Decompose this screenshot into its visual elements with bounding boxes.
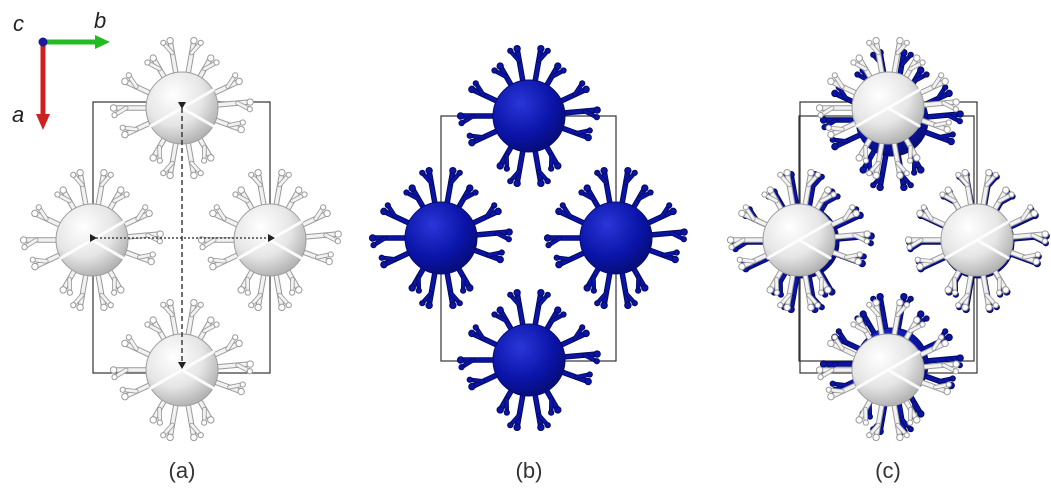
crystal-axes-indicator: c b a xyxy=(12,8,110,130)
panel-a: (a) xyxy=(19,36,342,483)
molecule-b-right xyxy=(543,166,688,310)
molecule-a-left xyxy=(19,168,164,312)
molecule-a-bottom xyxy=(109,298,254,442)
molecule-b-left xyxy=(368,166,513,310)
panel-caption-c: (c) xyxy=(875,458,901,483)
b-axis-label: b xyxy=(94,8,106,33)
b-axis-arrowhead xyxy=(95,35,110,49)
molecule-a-right xyxy=(197,168,342,312)
c-axis-origin xyxy=(38,37,48,47)
molecule-c-gray-right xyxy=(904,168,1049,312)
molecule-layer-c xyxy=(726,36,1050,442)
a-axis-label: a xyxy=(12,102,24,127)
panel-c: (c) xyxy=(726,36,1050,483)
molecule-b-top xyxy=(456,44,601,188)
molecule-c-gray-top xyxy=(815,36,960,180)
panel-caption-b: (b) xyxy=(516,458,543,483)
molecule-layer-a xyxy=(19,36,342,442)
panel-caption-a: (a) xyxy=(169,458,196,483)
molecule-c-gray-left xyxy=(726,168,871,312)
c-axis-label: c xyxy=(13,11,24,36)
molecule-b-bottom xyxy=(456,288,601,432)
molecule-c-gray-bottom xyxy=(815,298,960,442)
a-axis-arrowhead xyxy=(36,114,50,130)
panel-b: (b) xyxy=(368,44,688,483)
molecule-layer-b xyxy=(368,44,688,432)
